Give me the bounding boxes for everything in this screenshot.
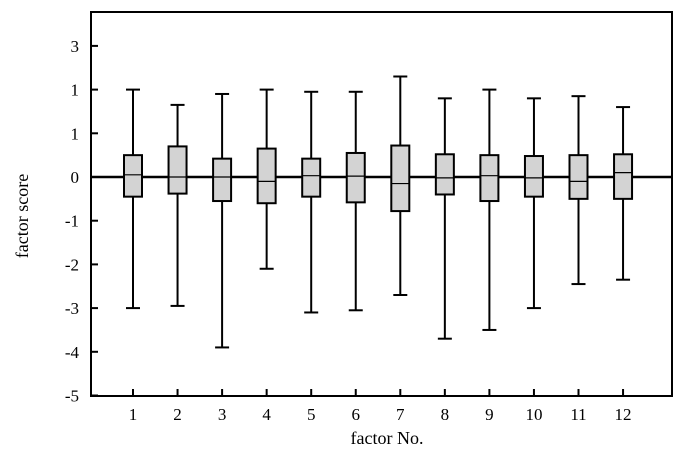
y-tick-label: 0	[71, 168, 80, 187]
y-tick-label: 1	[71, 81, 80, 100]
y-tick-label: -1	[65, 212, 79, 231]
y-tick-label: -4	[65, 343, 80, 362]
box-9	[479, 154, 500, 203]
box-8	[434, 153, 455, 196]
x-tick-label: 5	[307, 405, 316, 424]
box-12	[613, 153, 634, 200]
x-axis-label: factor No.	[351, 428, 424, 448]
x-tick-label: 1	[129, 405, 138, 424]
box-6	[345, 151, 366, 204]
y-axis-label: factor score	[12, 174, 32, 258]
x-tick-label: 6	[352, 405, 361, 424]
x-tick-label: 12	[615, 405, 632, 424]
box-3	[212, 157, 233, 203]
box-11	[568, 154, 589, 200]
box-5	[301, 157, 322, 198]
x-tick-label: 3	[218, 405, 227, 424]
plot-frame	[90, 11, 673, 397]
x-tick-label: 7	[396, 405, 405, 424]
y-tick-label: -3	[65, 299, 79, 318]
box-10	[523, 155, 544, 198]
y-tick-label: 1	[71, 124, 80, 143]
y-tick-label: 3	[71, 37, 80, 56]
x-tick-label: 11	[570, 405, 586, 424]
x-tick-label: 2	[173, 405, 182, 424]
x-tick-label: 10	[525, 405, 542, 424]
box-1	[123, 154, 143, 198]
box-7	[390, 144, 411, 213]
y-tick-label: -2	[65, 255, 79, 274]
x-tick-label: 4	[262, 405, 271, 424]
y-tick-label: -5	[65, 387, 79, 406]
box-4	[256, 147, 277, 205]
x-tick-label: 8	[441, 405, 450, 424]
x-tick-label: 9	[485, 405, 494, 424]
box-2	[167, 145, 188, 195]
